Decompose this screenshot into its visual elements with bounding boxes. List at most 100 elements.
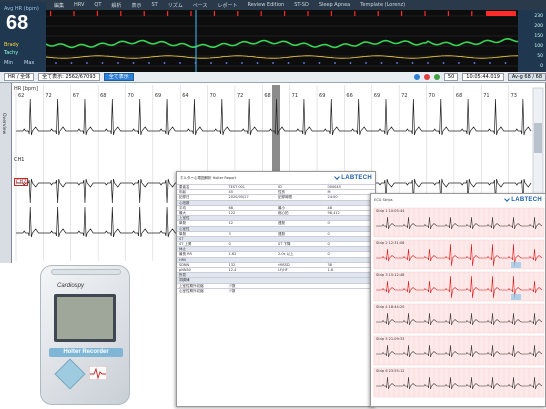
- selected-beat-band[interactable]: [272, 85, 280, 181]
- menu-item-9[interactable]: レポート: [217, 2, 238, 9]
- report-cell: [326, 216, 376, 220]
- report-cell: 68: [228, 205, 233, 210]
- trend-marker: [396, 62, 398, 64]
- channel-select[interactable]: HR / 全体: [4, 73, 35, 81]
- report-row: 最大 122 総心拍 98,412: [177, 209, 375, 215]
- beat-count-field[interactable]: 全て表示: 2562/67093: [38, 73, 100, 81]
- report-cell: 心室性期外収縮: [179, 288, 204, 293]
- trend-marker: [303, 62, 305, 64]
- report-row: ST: [177, 235, 375, 242]
- avg-hr-panel: Avg HR (bpm) 68 Brady Tachy Min Max: [0, 2, 46, 72]
- menu-bar: ファイル編集HRVQT解析表示STリズムペースレポートReview Editio…: [0, 0, 546, 10]
- report-cell: 休止: [179, 247, 186, 252]
- report-cell: 0: [228, 242, 231, 247]
- menu-item-4[interactable]: 解析: [111, 2, 122, 9]
- trend-event-mark: [447, 11, 449, 16]
- avg-hr-label: Avg HR (bpm): [4, 6, 39, 12]
- mark-icon[interactable]: [433, 74, 440, 80]
- report-cell: [227, 278, 277, 282]
- hr-trend-panel[interactable]: [45, 10, 519, 72]
- report-row: HRV: [177, 256, 376, 262]
- report-cell: 2.0s 以上: [278, 252, 294, 257]
- trend-axis-tick: 50: [537, 54, 543, 59]
- trend-event-mark: [190, 11, 192, 16]
- report-cell: 患者名: [179, 185, 190, 189]
- menu-item-3[interactable]: QT: [94, 2, 102, 8]
- menu-item-12[interactable]: Sleep Apnea: [318, 2, 351, 8]
- report-cell: [227, 201, 277, 205]
- beat-hr-value: 71: [483, 93, 489, 99]
- report-cell: [276, 247, 326, 251]
- report-cell: [227, 258, 277, 262]
- report-cell: 98,412: [327, 210, 340, 215]
- report-cell: [326, 284, 376, 288]
- trend-event-mark: [237, 11, 239, 16]
- trend-event-mark: [50, 11, 52, 16]
- menu-item-6[interactable]: ST: [151, 2, 158, 8]
- report-cell: 連発: [278, 221, 285, 226]
- show-all-button[interactable]: 全て表示: [103, 73, 134, 81]
- strip-trace: [376, 243, 543, 267]
- menu-item-7[interactable]: リズム: [167, 2, 183, 9]
- trend-marker: [132, 62, 135, 64]
- report-cell: 最小: [278, 205, 285, 210]
- stop-icon[interactable]: [423, 74, 430, 80]
- report-row: SDNN 132 rMSSD 38: [177, 261, 375, 267]
- logo-icon-2: [504, 196, 511, 202]
- beat-hr-value: 70: [429, 93, 435, 99]
- report-cell: 12.4: [228, 268, 237, 272]
- beat-hr-value: 68: [456, 93, 462, 99]
- report-row: 心室性期外収縮 少数: [177, 287, 375, 293]
- menu-item-11[interactable]: ST-SD: [294, 2, 309, 8]
- report-row: 平均 68 最小 48: [177, 204, 375, 210]
- ecg-side-tab[interactable]: Overview: [0, 83, 12, 263]
- report-cell: [276, 201, 326, 205]
- report-row: 単発 3 連発 0: [177, 230, 375, 236]
- strip-title: Strip 4 18:44:20: [376, 305, 404, 309]
- report-cell: 単発: [179, 231, 186, 236]
- trend-marker: [411, 62, 414, 64]
- menu-item-13[interactable]: Template (Lorenz): [360, 2, 406, 8]
- holter-report-document: ホルター心電図解析 Holter Report LABTECH 患者名 TEST …: [176, 171, 376, 407]
- ecg-scroll-thumb[interactable]: [534, 123, 542, 153]
- logo-text-2: LABTECH: [511, 197, 542, 203]
- zoom-field[interactable]: 50: [443, 73, 459, 81]
- menu-item-1[interactable]: 編集: [54, 2, 65, 9]
- trend-marker: [334, 62, 336, 64]
- trend-marker: [272, 62, 274, 64]
- report-cell: 洞調律: [179, 278, 190, 283]
- report-cell: [326, 273, 376, 277]
- trend-event-mark: [143, 11, 145, 16]
- logo-text: LABTECH: [341, 175, 372, 181]
- report-table: 患者名 TEST 001 ID 000045 年齢 45 性別 M 記録日 2020/05/27 記…: [177, 184, 375, 293]
- time-field[interactable]: 10:05:44.019: [462, 73, 504, 81]
- report-row: 心拍数: [177, 199, 375, 205]
- menu-item-5[interactable]: 表示: [131, 2, 142, 9]
- report-cell: 0: [327, 242, 330, 247]
- trend-marker: [287, 62, 290, 64]
- trend-event-mark: [471, 11, 473, 16]
- trend-event-mark: [424, 11, 426, 16]
- menu-item-8[interactable]: ペース: [192, 2, 208, 9]
- trend-marker: [365, 62, 367, 64]
- report-cell: 心室性: [179, 226, 190, 231]
- report-row: 上室性: [177, 215, 376, 221]
- report-cell: ST: [179, 236, 184, 241]
- device-button: [54, 358, 86, 390]
- hr-unit-label: HR [bpm]: [14, 86, 38, 92]
- trend-marker: [241, 62, 243, 64]
- beat-hr-value: 67: [73, 93, 79, 99]
- report-cell: [276, 237, 326, 241]
- avg-hr-readout: Av-g 68 / 68: [507, 73, 546, 81]
- report-cell: 132: [228, 262, 236, 267]
- menu-item-2[interactable]: HRV: [74, 2, 85, 8]
- report-cell: 2020/05/27: [228, 195, 249, 200]
- heartbeat-icon: [89, 366, 107, 380]
- trend-marker: [442, 62, 445, 64]
- report-cell: [326, 258, 376, 262]
- report-cell: ST 下降: [278, 242, 291, 247]
- report-cell: [326, 247, 376, 251]
- trend-event-mark: [73, 11, 75, 16]
- menu-item-10[interactable]: Review Edition: [247, 2, 285, 8]
- play-icon[interactable]: [413, 74, 420, 80]
